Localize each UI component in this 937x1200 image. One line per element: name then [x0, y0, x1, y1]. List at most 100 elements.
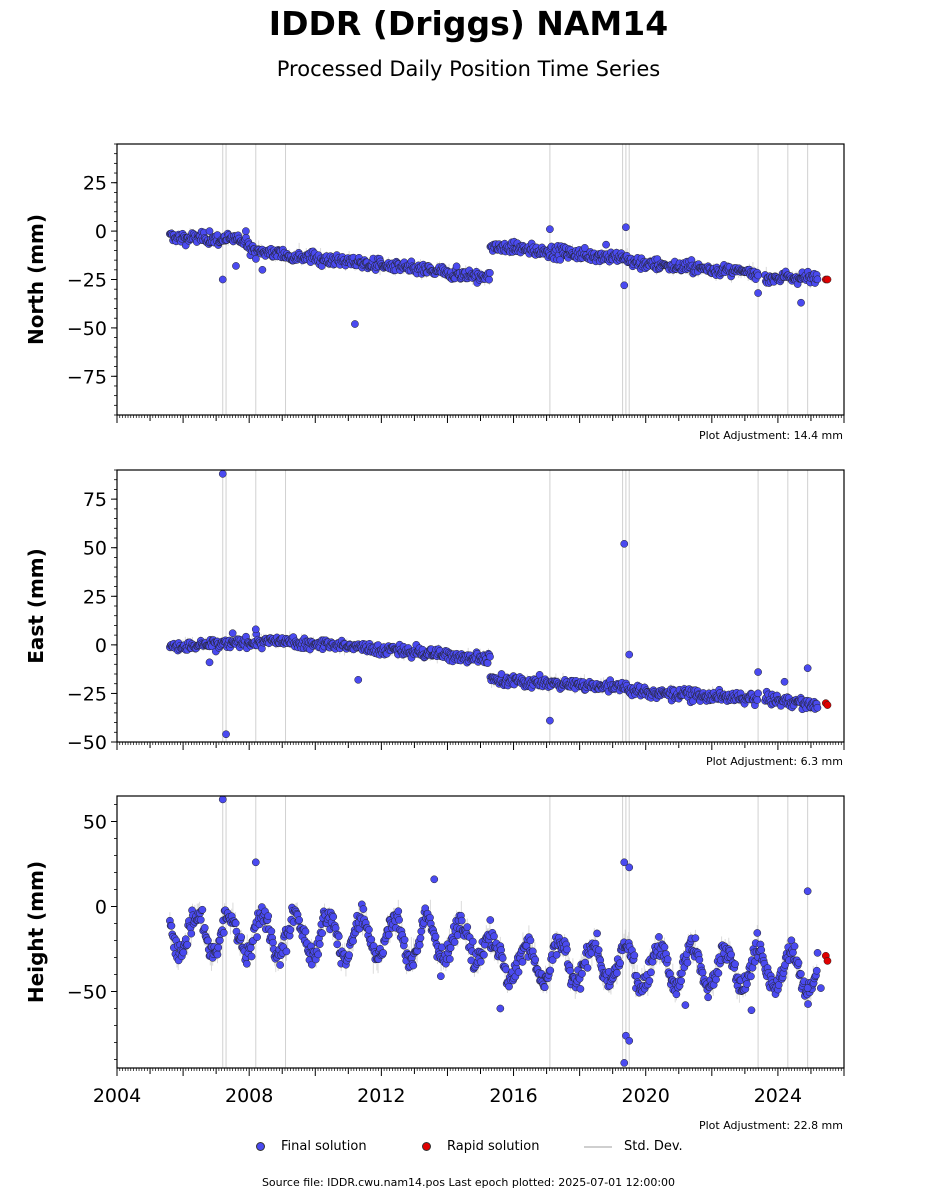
height-final-point — [681, 1001, 690, 1009]
height-final-point — [753, 929, 762, 937]
height-final-point — [813, 949, 822, 957]
north-final-point — [232, 262, 240, 270]
height-final-point — [794, 958, 803, 967]
height-final-point — [583, 964, 592, 972]
height-final-point — [714, 969, 723, 978]
north-final-point — [813, 275, 822, 284]
height-final-points — [166, 796, 825, 1067]
height-final-point — [578, 969, 586, 978]
north-final-point — [754, 289, 762, 297]
height-final-point — [253, 933, 261, 941]
height-final-point — [196, 916, 205, 924]
height-final-point — [215, 936, 224, 945]
height-final-point — [329, 912, 338, 921]
height-final-point — [251, 858, 260, 867]
height-final-point — [457, 916, 466, 925]
east-final-point — [354, 675, 363, 684]
north-final-point — [252, 255, 260, 263]
height-final-point — [218, 796, 227, 804]
height-final-point — [276, 961, 284, 969]
height-final-point — [264, 912, 273, 920]
north-final-point — [797, 298, 805, 307]
chart-title: IDDR (Driggs) NAM14 — [268, 4, 669, 43]
east-final-point — [753, 696, 762, 704]
height-final-point — [267, 927, 276, 936]
height-final-point — [803, 887, 812, 896]
north-final-points — [166, 223, 822, 328]
height-final-point — [787, 936, 796, 945]
height-final-point — [463, 923, 472, 931]
height-final-point — [552, 951, 561, 959]
height-final-point — [663, 955, 672, 964]
height-final-point — [677, 977, 686, 985]
height-final-point — [672, 990, 681, 999]
north-final-point — [258, 265, 267, 274]
height-final-point — [531, 955, 540, 964]
height-final-point — [480, 950, 488, 959]
height-final-point — [314, 950, 323, 959]
east-y-tick-label: 50 — [83, 538, 107, 560]
height-final-point — [242, 959, 251, 968]
height-final-point — [430, 875, 439, 884]
height-final-point — [747, 1006, 756, 1015]
north-final-point — [485, 275, 493, 284]
east-final-point — [205, 658, 214, 667]
east-final-point — [625, 650, 634, 659]
height-final-point — [384, 930, 393, 939]
height-final-point — [394, 907, 403, 916]
height-final-point — [409, 961, 418, 970]
east-y-tick-label: 25 — [83, 586, 107, 608]
east-plot: 75 50 25 0 −25 −50 East (mm) — [24, 469, 845, 754]
height-data-area — [166, 796, 832, 1068]
east-final-point — [754, 689, 762, 698]
east-final-point — [222, 730, 230, 739]
height-final-point — [774, 981, 783, 989]
height-final-point — [683, 958, 692, 967]
height-final-point — [625, 863, 634, 872]
height-final-point — [645, 976, 654, 985]
north-final-point — [622, 223, 630, 232]
east-final-point — [251, 625, 260, 634]
east-rapid-point — [823, 701, 832, 709]
north-final-point — [351, 320, 359, 328]
north-final-point — [218, 275, 227, 284]
height-final-point — [200, 923, 209, 932]
height-final-point — [416, 934, 425, 942]
height-final-point — [731, 960, 739, 968]
height-final-point — [804, 1000, 812, 1008]
height-final-point — [295, 916, 303, 924]
east-final-point — [497, 670, 506, 678]
height-final-point — [655, 933, 663, 941]
east-y-tick-label: −50 — [67, 732, 107, 754]
height-final-point — [334, 932, 343, 941]
north-rapid-point — [823, 275, 832, 284]
height-final-point — [660, 943, 669, 952]
height-final-point — [625, 1036, 634, 1045]
height-final-point — [183, 940, 192, 949]
height-final-point — [526, 936, 535, 945]
height-final-point — [620, 858, 629, 867]
height-final-point — [349, 937, 357, 945]
height-final-point — [307, 960, 316, 969]
north-final-point — [546, 225, 554, 234]
height-final-point — [400, 935, 409, 944]
east-y-tick-label: 75 — [83, 489, 107, 511]
north-final-point — [602, 240, 610, 249]
height-final-point — [237, 933, 246, 941]
height-final-point — [395, 916, 403, 924]
east-final-point — [803, 664, 812, 673]
east-final-point — [754, 668, 762, 676]
north-plot: 25 0 −25 −50 −75 North (mm) — [24, 143, 845, 423]
height-final-point — [698, 968, 707, 977]
height-final-point — [367, 935, 376, 944]
height-final-point — [630, 951, 639, 960]
height-final-point — [620, 1059, 629, 1067]
height-final-point — [757, 946, 766, 954]
east-final-point — [813, 703, 822, 712]
height-final-point — [548, 956, 557, 964]
height-final-point — [431, 932, 440, 941]
height-final-point — [219, 928, 228, 937]
